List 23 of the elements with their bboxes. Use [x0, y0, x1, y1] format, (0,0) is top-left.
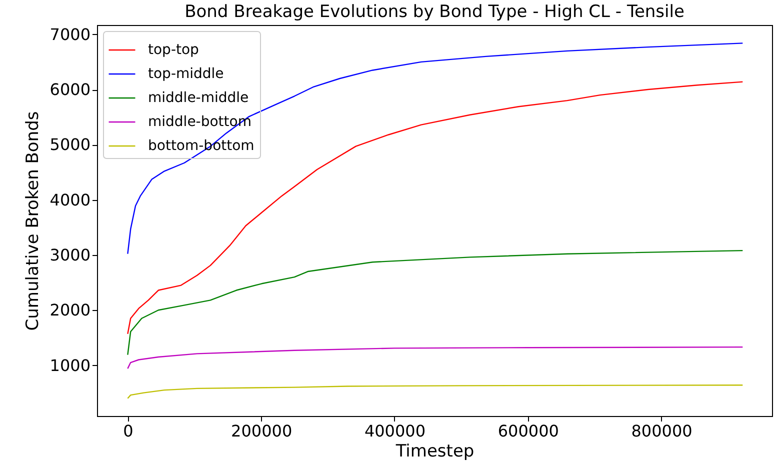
- line-series: [127, 384, 744, 399]
- x-tick-label: 800000: [631, 422, 692, 440]
- line-series: [127, 250, 744, 356]
- x-axis-title: Timestep: [394, 442, 474, 462]
- legend-label: middle-middle: [148, 90, 249, 106]
- line-series: [127, 81, 744, 334]
- line-series: [127, 42, 744, 254]
- x-tick-label: 400000: [364, 422, 426, 440]
- line-series: [127, 346, 744, 370]
- y-tick-label: 6000: [50, 80, 90, 100]
- y-axis-title: Cumulative Broken Bonds: [22, 111, 43, 331]
- x-tick-label: 200000: [231, 422, 292, 440]
- legend-label: top-middle: [148, 66, 224, 82]
- y-tick-label: 1000: [50, 356, 90, 375]
- y-tick-label: 4000: [50, 190, 90, 210]
- x-tick-label: 0: [123, 422, 134, 440]
- x-tick-label: 600000: [498, 422, 559, 440]
- y-tick-label: 7000: [50, 24, 90, 44]
- legend-label: top-top: [148, 42, 200, 58]
- chart-title: Bond Breakage Evolutions by Bond Type - High CL - Tensile: [184, 2, 684, 22]
- y-tick-label: 3000: [50, 245, 90, 264]
- y-tick-label: 5000: [50, 135, 90, 154]
- y-tick-label: 2000: [50, 300, 90, 320]
